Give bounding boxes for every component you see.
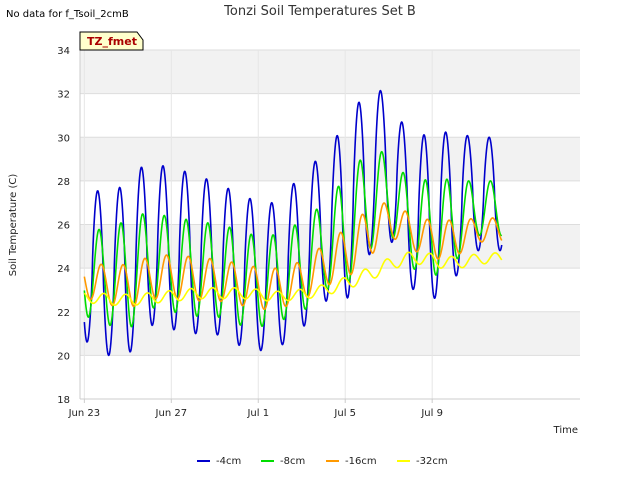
legend-label: -32cm [416, 456, 448, 467]
series-line-minus-4cm [83, 89, 503, 357]
badge-label: TZ_fmet [87, 35, 137, 48]
x-tick-label: Jul 9 [420, 408, 443, 419]
y-tick-labels: 18 20 22 24 26 28 30 32 34 [57, 46, 70, 406]
y-tick-label: 32 [57, 90, 70, 101]
y-tick-label: 22 [57, 308, 70, 319]
grid-lines [80, 49, 580, 400]
chart-title: Tonzi Soil Temperatures Set B [223, 4, 416, 19]
legend-label: -8cm [280, 456, 305, 467]
x-tick-label: Jul 1 [246, 408, 269, 419]
legend-label: -4cm [216, 456, 241, 467]
y-tick-label: 24 [57, 264, 70, 275]
grid-band [80, 50, 580, 94]
axes [79, 50, 580, 400]
y-axis-title: Soil Temperature (C) [8, 174, 19, 277]
legend-label: -16cm [345, 456, 377, 467]
series-line-minus-8cm [83, 150, 503, 328]
y-tick-label: 26 [57, 221, 70, 232]
badge-shape [79, 31, 144, 51]
x-tick-label: Jun 27 [155, 408, 188, 419]
grid-band [80, 137, 580, 181]
grid-band [80, 311, 580, 356]
x-tick-label: Jul 5 [333, 408, 356, 419]
x-axis-title: Time [553, 425, 578, 436]
x-tick-labels: Jun 23 Jun 27 Jul 1 Jul 5 Jul 9 [68, 399, 443, 419]
badge: TZ_fmet [79, 31, 144, 51]
y-tick-label: 28 [57, 177, 70, 188]
series-layer [83, 89, 503, 357]
legend: -4cm -8cm -16cm -32cm [197, 456, 448, 467]
no-data-note: No data for f_Tsoil_2cmB [6, 9, 129, 20]
y-tick-label: 20 [57, 351, 70, 362]
y-tick-label: 34 [57, 46, 70, 57]
y-tick-label: 18 [57, 395, 70, 406]
x-tick-label: Jun 23 [68, 408, 101, 419]
y-tick-label: 30 [57, 133, 70, 144]
series-line-minus-16cm [83, 202, 503, 311]
series-line-minus-32cm [83, 251, 503, 307]
